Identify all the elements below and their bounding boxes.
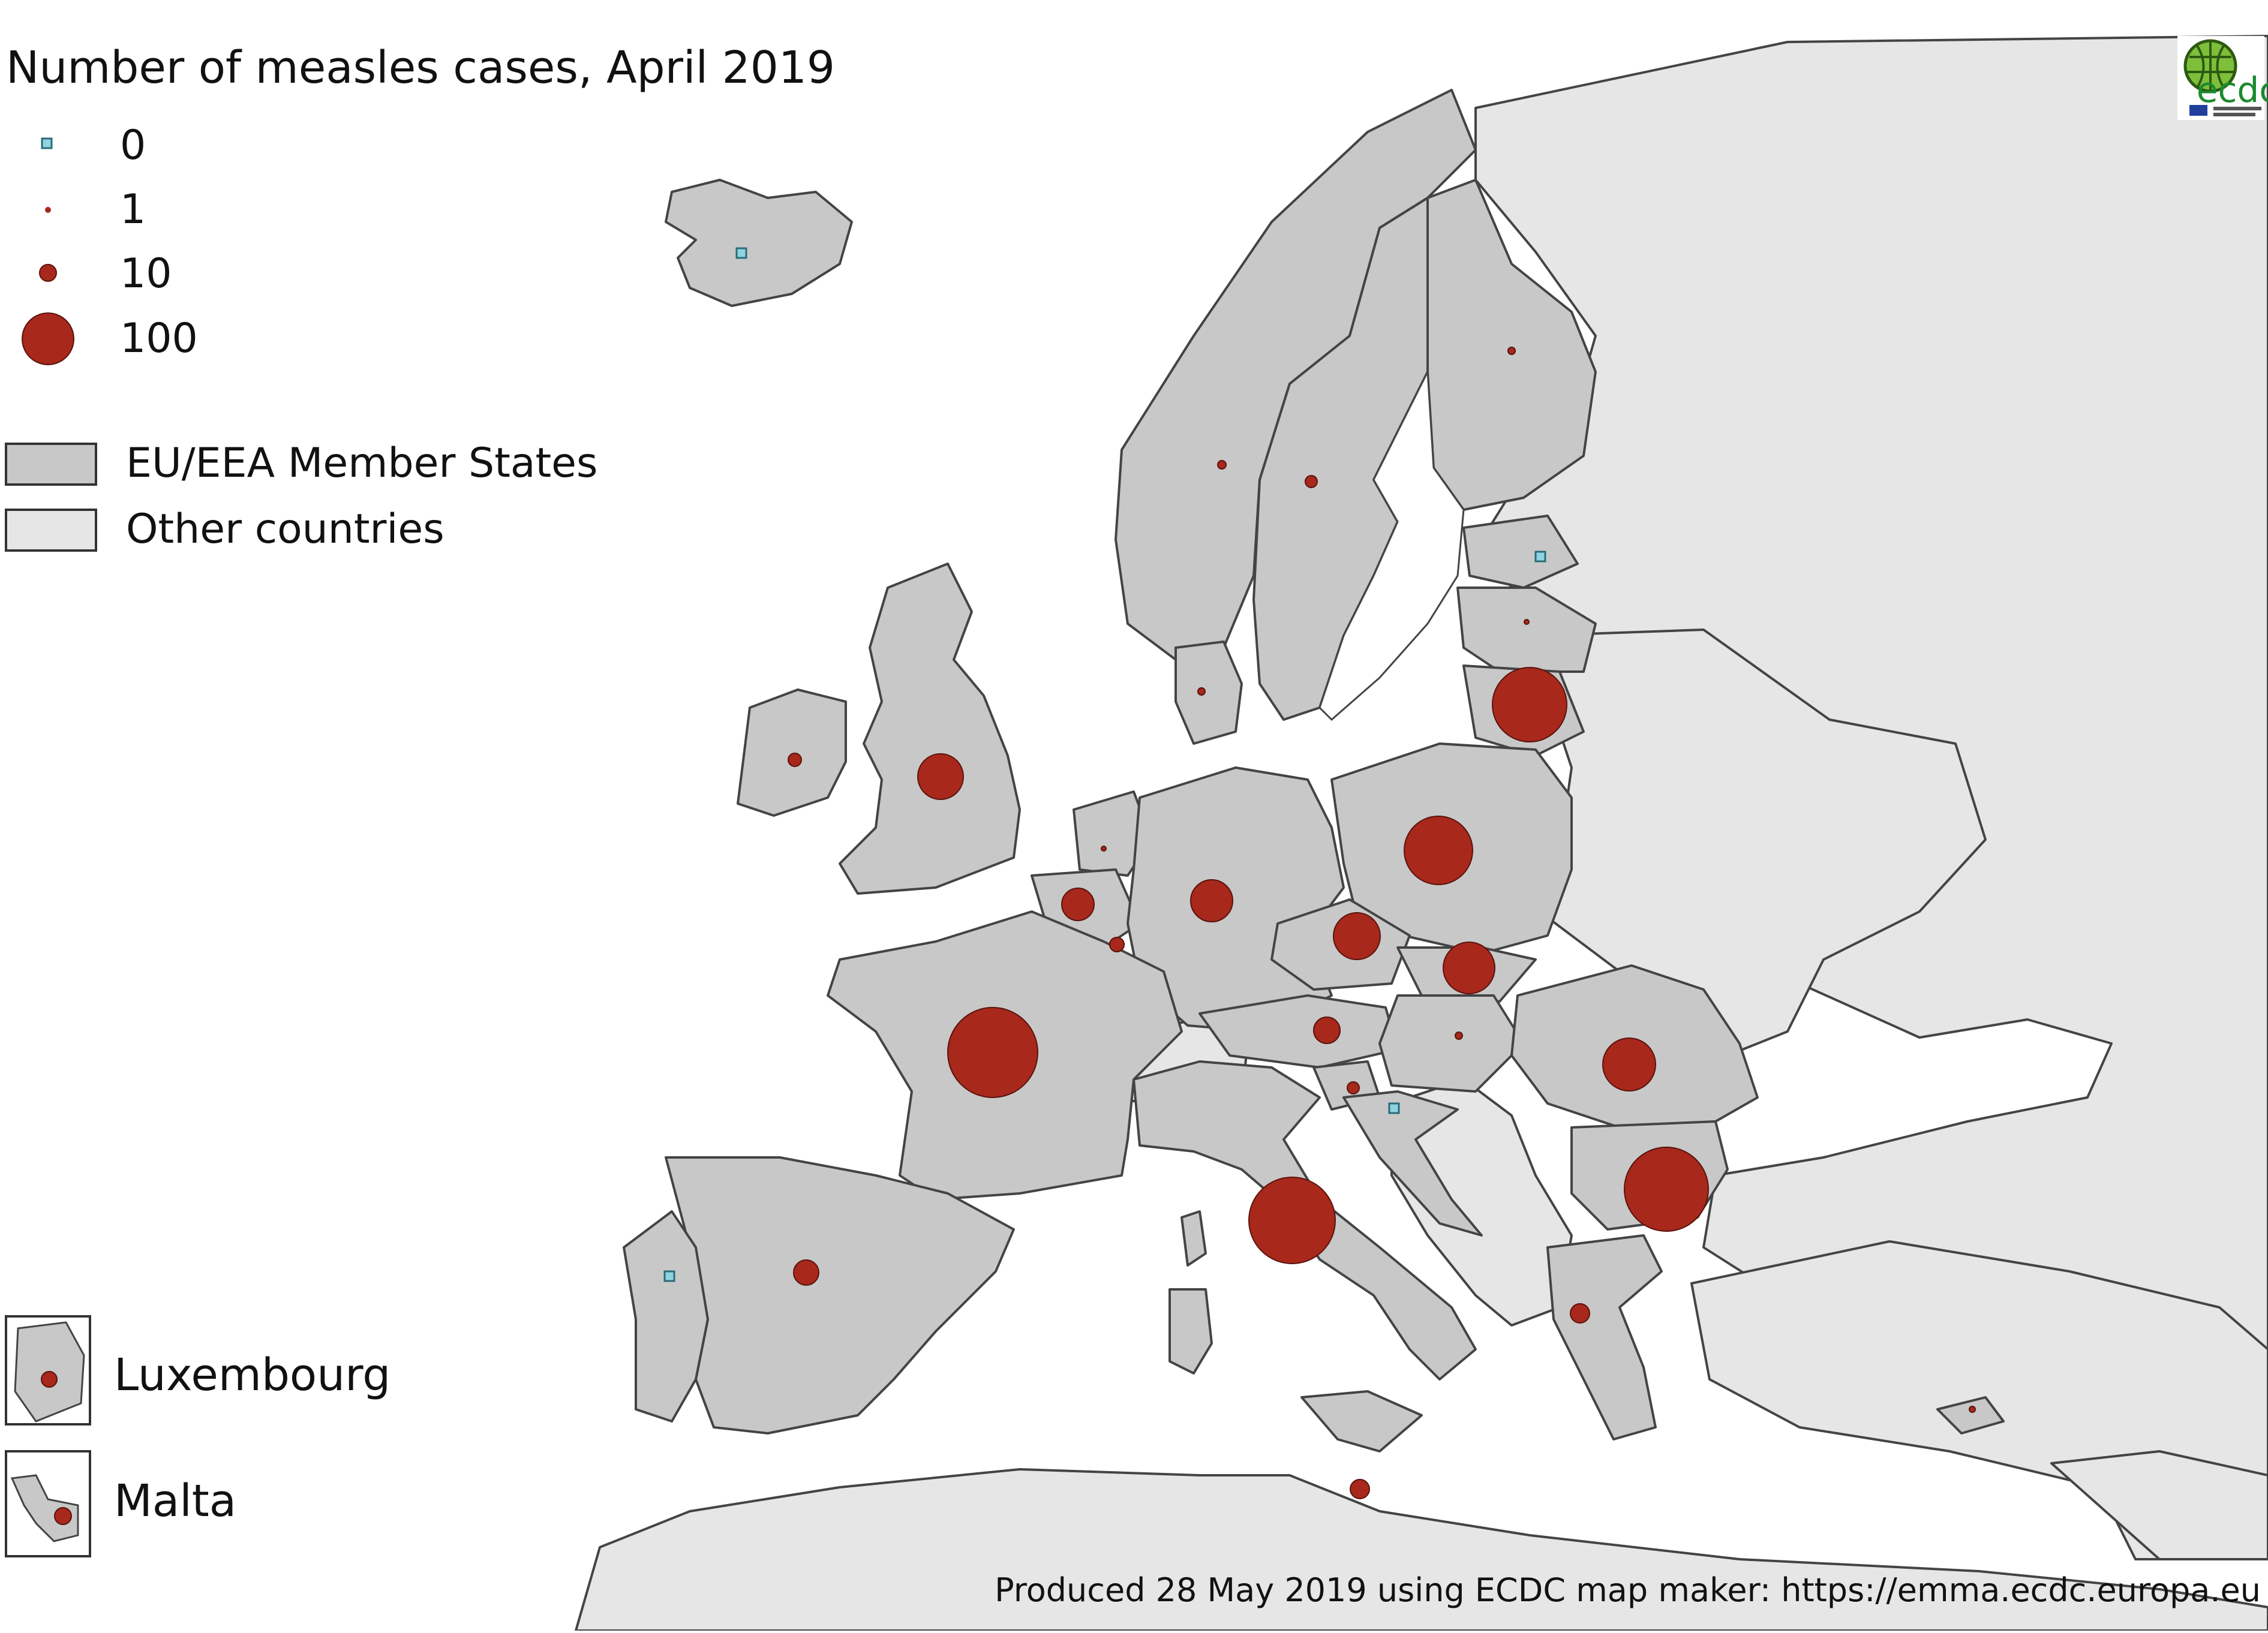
ecdc-logo: ecdc [2177, 36, 2268, 120]
legend-eu-swatch [5, 443, 97, 486]
marker-luxembourg [1109, 937, 1125, 952]
legend-label-ten: 10 [120, 250, 172, 297]
credit-line: Produced 28 May 2019 using ECDC map make… [995, 1571, 2261, 1609]
marker-italy [1248, 1177, 1336, 1264]
marker-germany [1190, 879, 1233, 922]
marker-luxembourg-inset [41, 1371, 58, 1388]
legend-label-other: Other countries [126, 506, 444, 553]
marker-romania [1602, 1037, 1656, 1091]
inset-label-luxembourg: Luxembourg [114, 1349, 391, 1401]
legend-hundred-marker [22, 312, 74, 365]
legend-label-zero: 0 [120, 122, 146, 169]
marker-czechia [1333, 912, 1381, 960]
marker-hungary [1455, 1031, 1463, 1040]
marker-malta-inset [54, 1507, 72, 1525]
marker-malta [1350, 1479, 1370, 1499]
marker-slovakia [1443, 942, 1495, 994]
marker-finland [1507, 347, 1516, 355]
legend-label-hundred: 100 [120, 315, 198, 362]
marker-portugal-zero [663, 1270, 675, 1282]
marker-denmark [1197, 687, 1206, 696]
marker-iceland-zero [735, 247, 747, 259]
marker-slovenia [1347, 1081, 1360, 1094]
ecdc-logo-text: ecdc [2197, 70, 2268, 110]
legend-zero-marker [41, 137, 53, 149]
marker-bulgaria [1624, 1147, 1709, 1232]
marker-estonia-zero [1534, 551, 1546, 563]
eu-eea-land [623, 89, 2005, 1452]
marker-croatia-zero [1388, 1102, 1400, 1114]
marker-cyprus [1969, 1406, 1976, 1413]
sea [1318, 368, 1465, 721]
legend-label-one: 1 [120, 186, 146, 233]
case-markers [41, 247, 1976, 1525]
marker-lithuania [1492, 667, 1567, 742]
marker-uk [917, 753, 964, 800]
marker-norway [1217, 460, 1227, 470]
legend-label-eu: EU/EEA Member States [126, 440, 598, 487]
legend-one-marker [45, 207, 51, 213]
marker-ireland [788, 753, 802, 767]
legend-title: Number of measles cases, April 2019 [6, 42, 836, 94]
marker-greece [1570, 1303, 1590, 1324]
marker-sweden [1305, 475, 1318, 488]
marker-austria [1313, 1017, 1341, 1044]
legend-other-swatch [5, 509, 97, 552]
legend-ten-marker [39, 264, 57, 282]
legend-swatches [5, 137, 97, 552]
marker-belgium [1061, 888, 1095, 921]
marker-latvia [1524, 619, 1530, 625]
marker-spain [793, 1259, 819, 1286]
marker-france [947, 1007, 1038, 1098]
inset-boxes [5, 1315, 91, 1557]
marker-poland [1404, 816, 1473, 885]
inset-label-malta: Malta [114, 1475, 237, 1527]
marker-netherlands [1101, 846, 1107, 852]
